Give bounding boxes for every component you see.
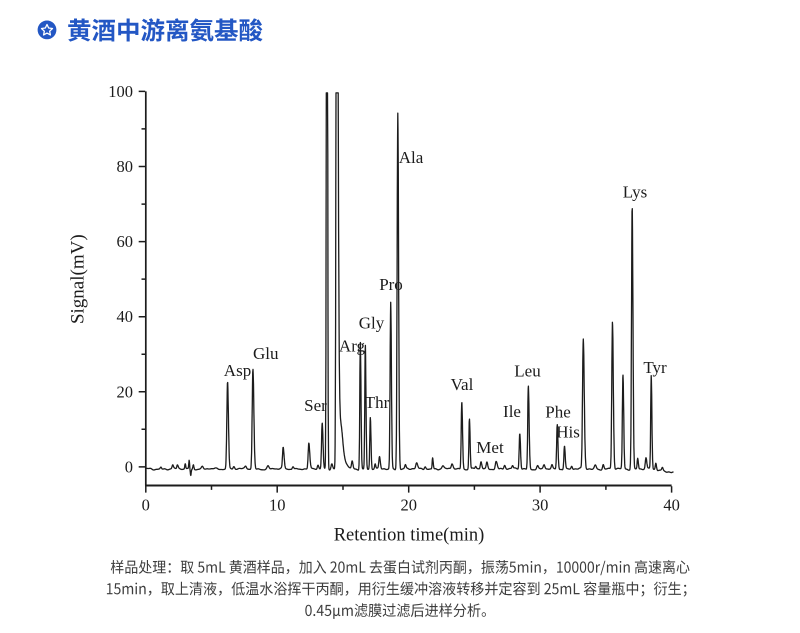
svg-text:Leu: Leu: [514, 362, 541, 381]
svg-text:20: 20: [117, 382, 134, 401]
svg-text:0: 0: [142, 496, 150, 515]
svg-text:Glu: Glu: [253, 344, 279, 363]
svg-text:Asp: Asp: [224, 361, 251, 380]
svg-text:Arg: Arg: [339, 337, 366, 356]
svg-text:His: His: [556, 423, 580, 442]
svg-text:0: 0: [125, 457, 133, 476]
svg-text:Val: Val: [451, 375, 474, 394]
svg-text:Lys: Lys: [623, 183, 648, 202]
svg-text:80: 80: [117, 157, 134, 176]
svg-text:60: 60: [117, 232, 134, 251]
svg-text:Retention time(min): Retention time(min): [334, 525, 485, 545]
svg-text:Phe: Phe: [545, 403, 571, 422]
svg-text:100: 100: [108, 82, 133, 101]
svg-text:Met: Met: [476, 438, 504, 457]
svg-text:20: 20: [400, 496, 417, 515]
svg-text:Ile: Ile: [503, 402, 521, 421]
svg-text:30: 30: [532, 496, 549, 515]
svg-text:Ser: Ser: [304, 396, 327, 415]
svg-text:Thr: Thr: [365, 393, 390, 412]
svg-text:Ala: Ala: [399, 148, 424, 167]
svg-text:40: 40: [663, 496, 680, 515]
svg-text:40: 40: [117, 307, 134, 326]
svg-text:Tyr: Tyr: [643, 358, 667, 377]
svg-text:Signal(mV): Signal(mV): [68, 234, 89, 324]
svg-text:Gly: Gly: [359, 314, 385, 333]
svg-text:10: 10: [269, 496, 286, 515]
